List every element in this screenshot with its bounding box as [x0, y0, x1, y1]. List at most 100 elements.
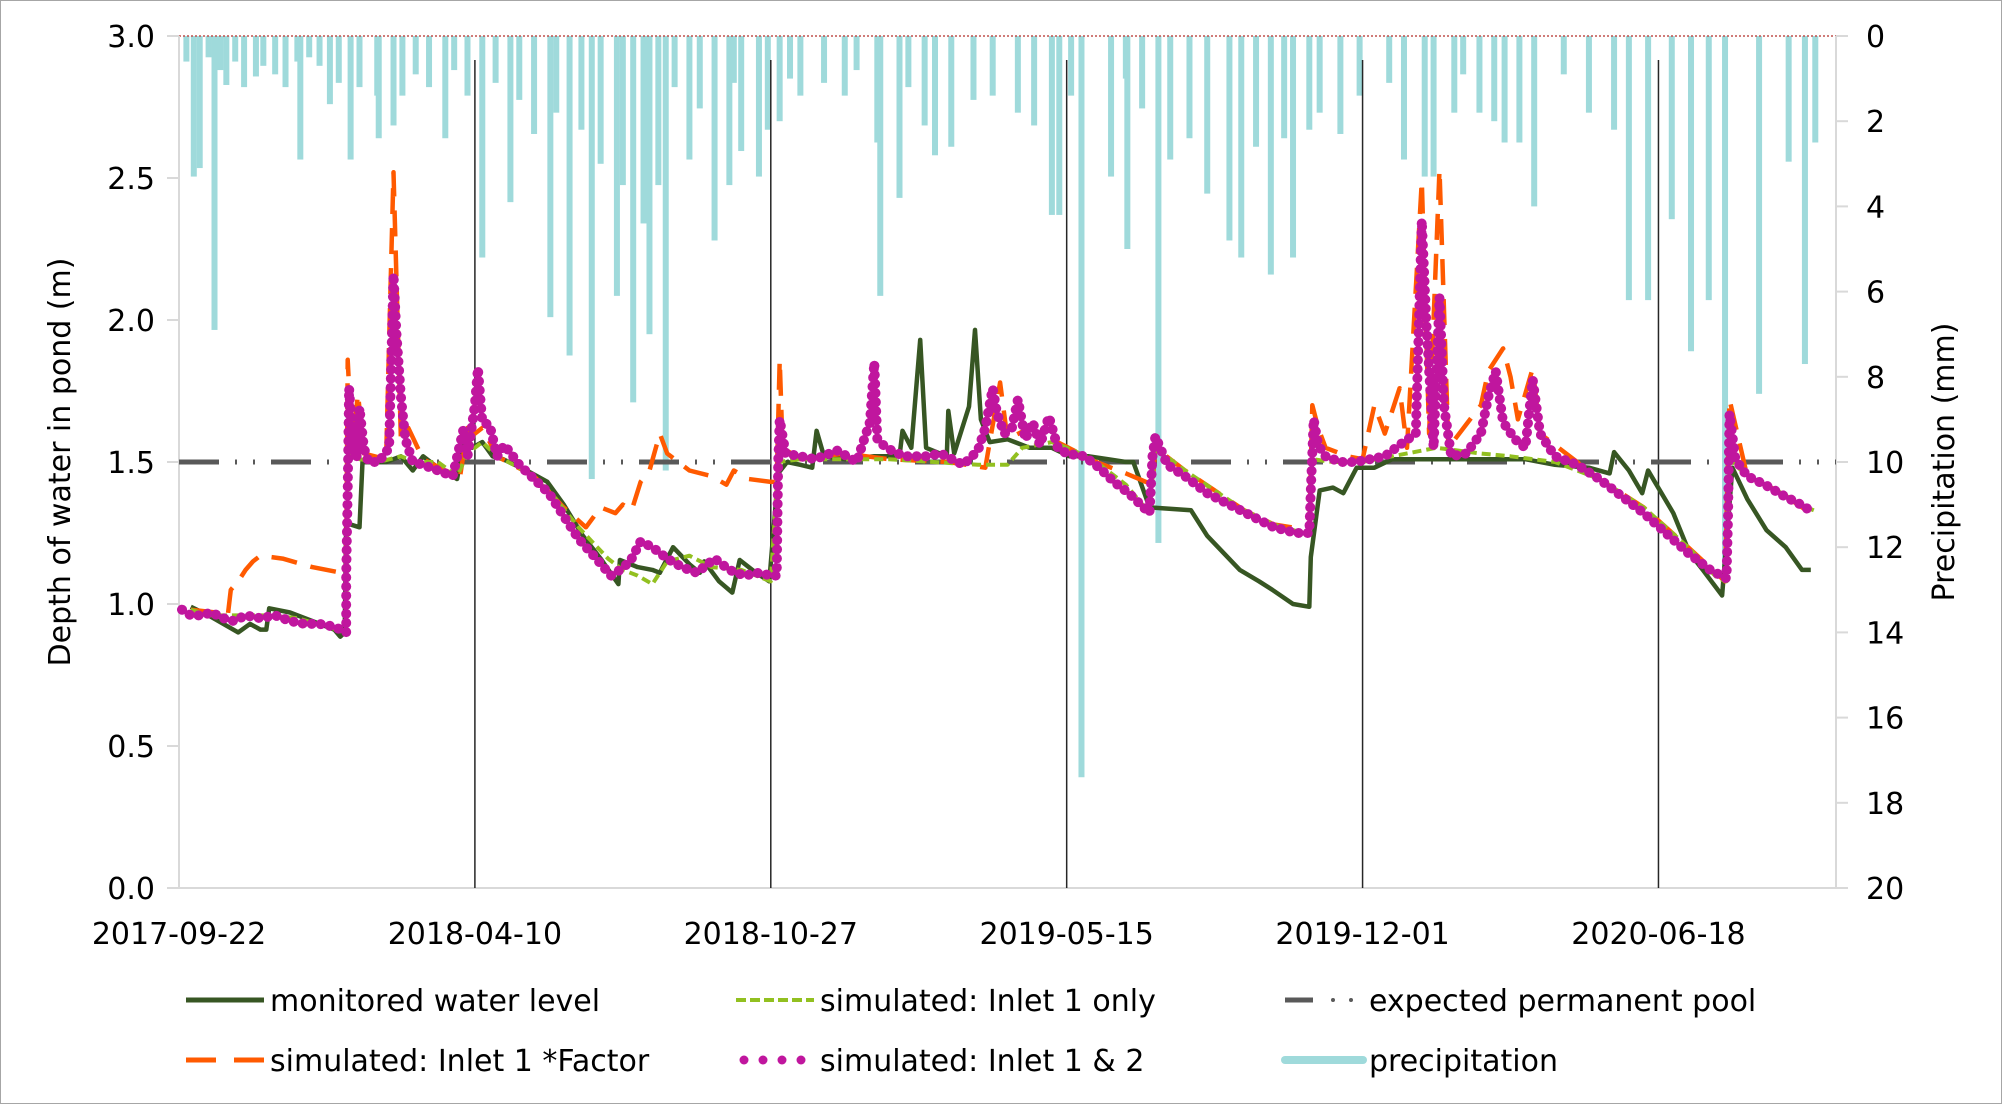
legend-label: expected permanent pool: [1369, 984, 1756, 1019]
precipitation-bar: [655, 36, 662, 186]
precipitation-bar: [640, 36, 647, 224]
precipitation-bar: [1801, 36, 1808, 365]
y2-tick-label: 10: [1866, 446, 1904, 481]
precipitation-bar: [1611, 36, 1618, 130]
precipitation-bar: [1306, 36, 1313, 130]
y2-tick-label: 12: [1866, 531, 1904, 566]
precipitation-bar: [1078, 36, 1085, 778]
precipitation-bar: [196, 36, 203, 169]
precipitation-bar: [1167, 36, 1174, 160]
precipitation-bar: [282, 36, 289, 88]
precipitation-bar: [297, 36, 304, 160]
precipitation-bar: [821, 36, 828, 83]
precipitation-bar: [375, 36, 382, 139]
legend-label: simulated: Inlet 1 *Factor: [270, 1044, 650, 1079]
y-tick-label: 1.5: [107, 446, 155, 481]
x-tick-label: 2020-06-18: [1571, 917, 1745, 952]
series-simulated-inlet-1-factor: [190, 167, 1814, 618]
precipitation-bar: [1400, 36, 1407, 160]
precipitation-bar: [896, 36, 903, 198]
legend-item: simulated: Inlet 1 *Factor: [186, 1044, 650, 1079]
precipitation-bar: [451, 36, 458, 71]
precipitation-bar: [970, 36, 977, 100]
legend-item: expected permanent pool: [1285, 984, 1756, 1019]
legend-label: simulated: Inlet 1 only: [820, 984, 1156, 1019]
precipitation-bar: [1068, 36, 1075, 96]
precipitation-bar: [566, 36, 573, 356]
precipitation-bar: [412, 36, 419, 75]
x-tick-label: 2018-04-10: [388, 917, 562, 952]
series-simulated-inlet-1-2: [177, 215, 1816, 638]
precipitation-bar: [1056, 36, 1063, 215]
precipitation-bar: [877, 36, 884, 296]
precipitation-bar: [252, 36, 259, 77]
precipitation-bar: [1356, 36, 1363, 96]
y2-tick-label: 16: [1866, 702, 1904, 737]
precipitation-bar: [1421, 36, 1428, 177]
precipitation-bar: [1460, 36, 1467, 75]
y2-tick-label: 2: [1866, 105, 1885, 140]
legend-label: precipitation: [1369, 1044, 1558, 1079]
precipitation-bar: [711, 36, 718, 241]
precipitation-bars: [183, 36, 1819, 778]
precipitation-bar: [1290, 36, 1297, 258]
precipitation-bar: [306, 36, 313, 58]
precipitation-bar: [1204, 36, 1211, 194]
precipitation-bar: [578, 36, 585, 130]
legend: monitored water level simulated: Inlet 1 …: [186, 984, 1756, 1079]
precipitation-bar: [1501, 36, 1508, 143]
series-simulated-inlet-1-only: [190, 425, 1815, 635]
precipitation-bar: [1705, 36, 1712, 301]
precipitation-bar: [671, 36, 678, 88]
right-y-ticks: 0 2 4 6 8 10 12 14 16 18 20: [1836, 20, 1904, 907]
precipitation-bar: [1031, 36, 1038, 126]
precipitation-bar: [1267, 36, 1274, 275]
precipitation-bar: [399, 36, 406, 96]
precipitation-bar: [1316, 36, 1323, 113]
precipitation-bar: [553, 36, 560, 113]
precipitation-bar: [190, 36, 197, 177]
precipitation-bar: [948, 36, 955, 147]
precipitation-bar: [547, 36, 554, 318]
legend-swatch: [758, 1055, 768, 1065]
precipitation-bar: [1688, 36, 1695, 352]
y-tick-label: 3.0: [107, 20, 155, 55]
precipitation-bar: [390, 36, 397, 126]
precipitation-bar: [787, 36, 794, 79]
legend-swatch: [739, 1055, 749, 1065]
precipitation-bar: [921, 36, 928, 126]
precipitation-bar: [1226, 36, 1233, 241]
precipitation-bar: [347, 36, 354, 160]
precipitation-bar: [646, 36, 653, 335]
y2-tick-label: 6: [1866, 276, 1885, 311]
precipitation-bar: [1014, 36, 1021, 113]
precipitation-bar: [1124, 36, 1131, 249]
precipitation-bar: [905, 36, 912, 88]
precipitation-bar: [241, 36, 248, 88]
precipitation-bar: [841, 36, 848, 96]
legend-swatch: [777, 1055, 787, 1065]
series-lines: [177, 167, 1836, 639]
legend-swatch: [796, 1055, 806, 1065]
precipitation-bar: [1516, 36, 1523, 143]
precipitation-bar: [1625, 36, 1632, 301]
precipitation-bar: [738, 36, 745, 152]
precipitation-bar: [776, 36, 783, 122]
precipitation-bar: [797, 36, 804, 96]
y2-tick-label: 14: [1866, 616, 1904, 651]
precipitation-bar: [1186, 36, 1193, 139]
y2-tick-label: 8: [1866, 361, 1885, 396]
precipitation-bar: [630, 36, 637, 403]
precipitation-bar: [1756, 36, 1763, 394]
precipitation-bar: [1430, 36, 1437, 177]
precipitation-bar: [1155, 36, 1162, 543]
precipitation-bar: [686, 36, 693, 160]
precipitation-bar: [492, 36, 499, 83]
precipitation-bar: [1722, 36, 1729, 582]
y2-tick-label: 18: [1866, 787, 1904, 822]
precipitation-bar: [1253, 36, 1260, 147]
precipitation-bar: [1491, 36, 1498, 122]
precipitation-bar: [932, 36, 939, 156]
precipitation-bar: [726, 36, 733, 186]
